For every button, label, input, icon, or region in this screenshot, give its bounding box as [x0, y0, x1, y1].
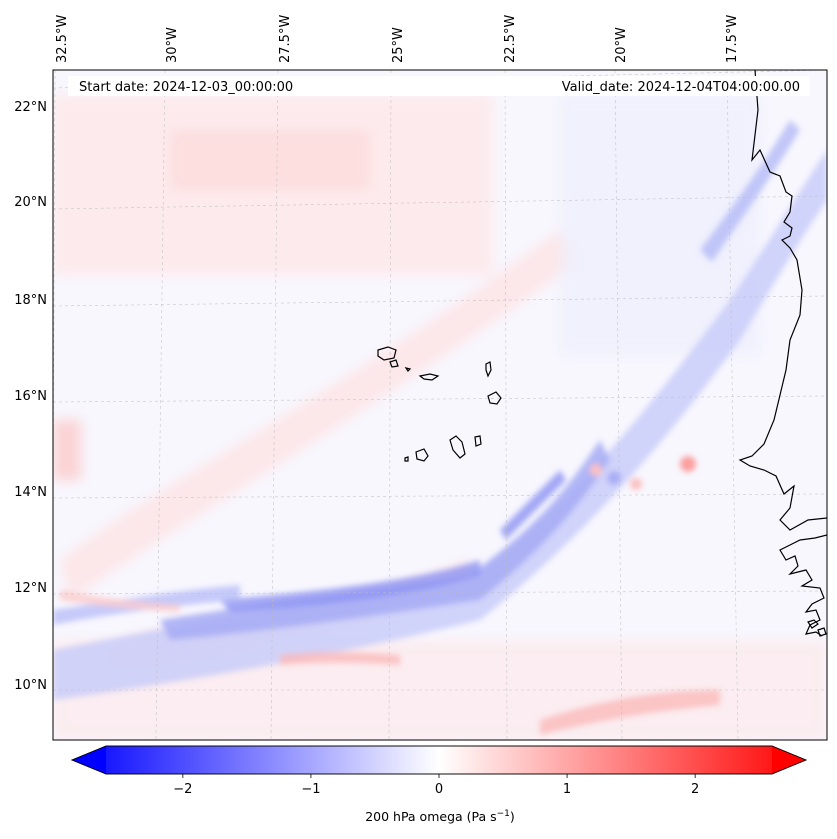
lat-label: 20°N — [14, 195, 47, 210]
colorbar-tick-label: −1 — [301, 782, 320, 797]
bissagos-islands — [807, 619, 827, 637]
lat-label: 16°N — [14, 389, 47, 404]
coastlines — [377, 70, 827, 637]
island-santa-luzia — [404, 367, 412, 372]
africa-coastline — [738, 70, 827, 531]
island-sao-vicente — [389, 359, 399, 368]
longitude-labels: 32.5°W 30°W 27.5°W 25°W 22.5°W 20°W 17.5… — [55, 15, 740, 63]
lon-label: 17.5°W — [725, 15, 740, 63]
map-frame — [52, 69, 828, 741]
lon-label: 25°W — [391, 27, 406, 63]
island-brava — [404, 456, 409, 462]
island-sao-nicolau — [418, 373, 440, 381]
colorbar-tick-label: −2 — [173, 782, 192, 797]
colorbar-tick-label: 0 — [435, 782, 443, 797]
island-sal — [485, 361, 492, 378]
lat-label: 10°N — [14, 678, 47, 693]
start-date-label: Start date: 2024-12-03_00:00:00 — [79, 80, 293, 95]
valid-date-label: Valid_date: 2024-12-04T04:00:00.00 — [562, 80, 800, 95]
colorbar: −2 −1 0 1 2 200 hPa omega (Pa s−1) — [70, 745, 808, 824]
graticule — [53, 70, 827, 740]
colorbar-title: 200 hPa omega (Pa s−1) — [365, 809, 515, 824]
lon-label: 27.5°W — [278, 15, 293, 63]
lat-label: 14°N — [14, 485, 47, 500]
colorbar-title-close: ) — [510, 809, 515, 824]
colorbar-min-extend — [72, 746, 106, 774]
lon-label: 32.5°W — [55, 15, 70, 63]
lon-label: 20°W — [614, 27, 629, 63]
lon-label: 30°W — [165, 27, 180, 63]
colorbar-title-text: 200 hPa omega (Pa s — [365, 809, 496, 824]
lat-label: 18°N — [14, 293, 47, 308]
lon-label: 22.5°W — [503, 15, 518, 63]
island-maio — [474, 435, 482, 447]
lat-label: 12°N — [14, 581, 47, 596]
colorbar-tick-label: 2 — [691, 782, 699, 797]
island-fogo — [415, 448, 429, 462]
africa-coastline-south — [779, 534, 827, 637]
island-boa-vista — [487, 391, 502, 405]
colorbar-tick-label: 1 — [563, 782, 571, 797]
colorbar-max-extend — [772, 746, 806, 774]
island-santiago — [449, 435, 466, 459]
colorbar-title-exponent: −1 — [497, 809, 510, 819]
colorbar-ticks: −2 −1 0 1 2 — [173, 774, 699, 797]
omega-field — [53, 70, 827, 740]
latitude-labels: 22°N 20°N 18°N 16°N 14°N 12°N 10°N — [14, 100, 47, 693]
colorbar-body — [70, 745, 808, 775]
island-santo-antao — [377, 346, 397, 361]
lat-label: 22°N — [14, 100, 47, 115]
